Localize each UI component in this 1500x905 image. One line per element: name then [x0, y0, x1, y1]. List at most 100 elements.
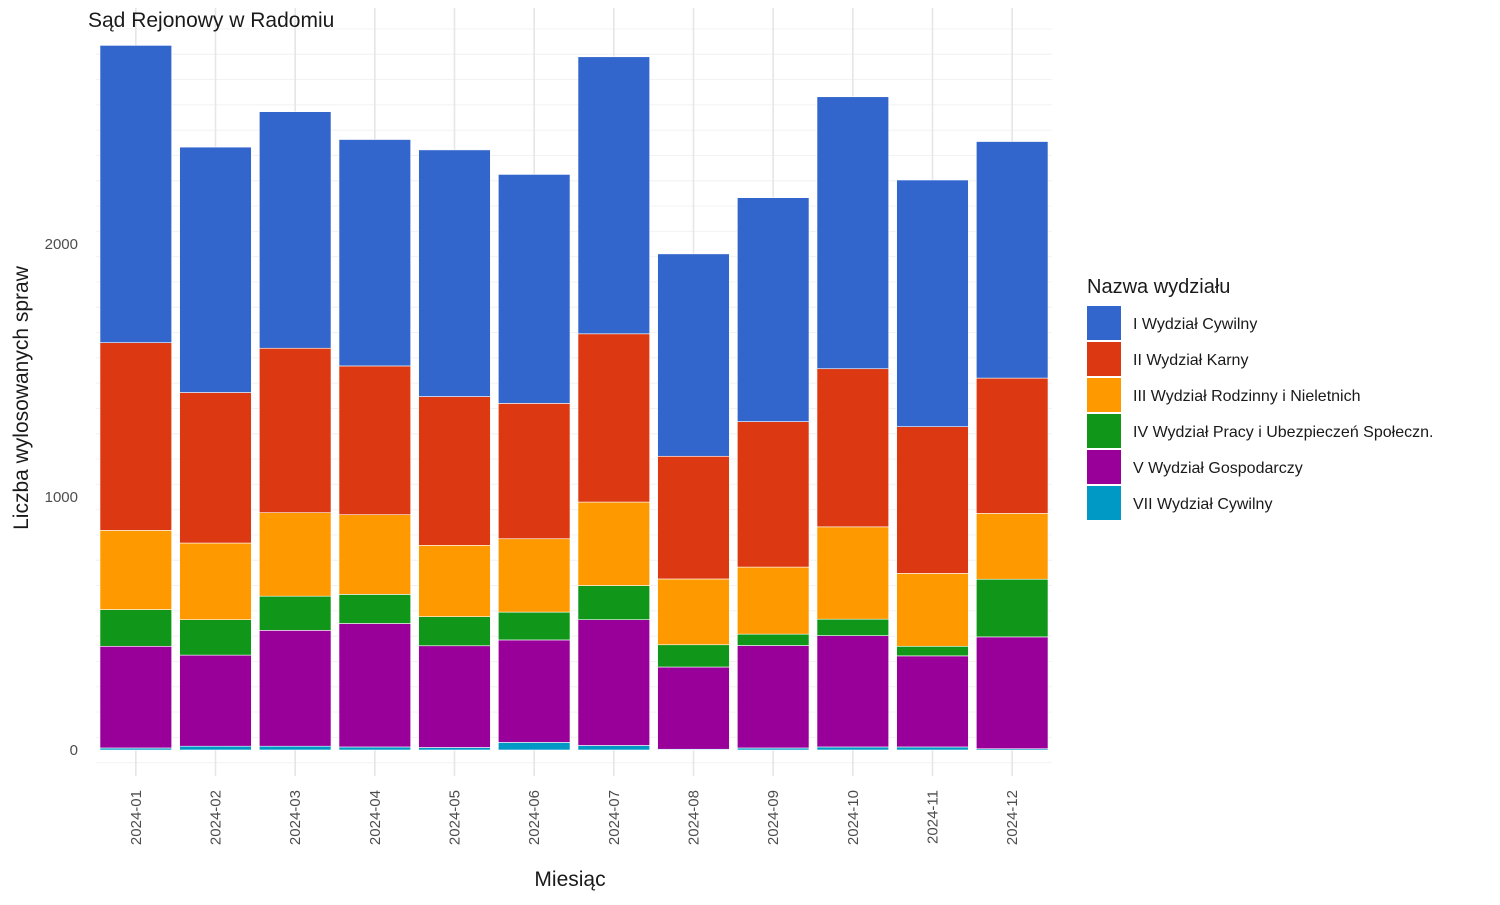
bar-segment	[179, 146, 252, 393]
bar-segment	[657, 644, 730, 668]
legend-swatch	[1087, 486, 1121, 520]
bar-segment	[976, 578, 1049, 638]
bar-segment	[737, 421, 810, 568]
bar-segment	[99, 342, 172, 531]
bar-segment	[816, 526, 889, 620]
bar-segment	[338, 623, 411, 748]
bar-segment	[99, 747, 172, 751]
bar-segment	[816, 618, 889, 636]
bar-segment	[338, 514, 411, 595]
bar-segment	[179, 654, 252, 747]
legend-swatch	[1087, 342, 1121, 376]
bar-segment	[498, 174, 571, 404]
x-tick-label: 2024-12	[1004, 790, 1021, 845]
x-tick-label: 2024-02	[208, 790, 225, 845]
x-tick-label: 2024-01	[128, 790, 145, 845]
x-tick-label: 2024-10	[845, 790, 862, 845]
y-axis-ticks: 0 1000 2000	[45, 236, 78, 759]
bar-segment	[498, 639, 571, 743]
bar-segment	[896, 655, 969, 748]
bar-segment	[896, 573, 969, 647]
bar-segment	[418, 747, 491, 751]
bar-segment	[99, 609, 172, 647]
bar-segment	[259, 595, 332, 631]
x-tick-label: 2024-03	[287, 790, 304, 845]
chart-title: Sąd Rejonowy w Radomiu	[88, 9, 334, 32]
bar-segment	[577, 333, 650, 503]
bar-segment	[418, 545, 491, 617]
x-tick-label: 2024-06	[526, 790, 543, 845]
bar-segment	[179, 619, 252, 656]
legend: Nazwa wydziału I Wydział Cywilny II Wydzi…	[1087, 276, 1433, 520]
bar-segment	[577, 56, 650, 335]
legend-title: Nazwa wydziału	[1087, 276, 1230, 298]
legend-item-label: III Wydział Rodzinny i Nieletnich	[1133, 388, 1361, 405]
legend-item-label: V Wydział Gospodarczy	[1133, 460, 1303, 477]
bar-segment	[976, 141, 1049, 379]
bar-segment	[99, 530, 172, 610]
y-axis-title: Liczba wylosowanych spraw	[10, 265, 33, 530]
bar-segment	[657, 666, 730, 750]
bar-segment	[657, 455, 730, 580]
bar-segment	[976, 513, 1049, 580]
legend-item-label: I Wydział Cywilny	[1133, 316, 1257, 333]
bar-segment	[179, 542, 252, 621]
x-tick-label: 2024-05	[447, 790, 464, 845]
bar-segment	[498, 538, 571, 613]
bar-segment	[737, 645, 810, 749]
bar-segment	[338, 594, 411, 624]
bar-segment	[816, 368, 889, 528]
x-tick-label: 2024-11	[925, 790, 942, 844]
bar-segment	[816, 635, 889, 748]
y-tick-label: 1000	[45, 489, 78, 506]
bar-segment	[99, 45, 172, 343]
bar-segment	[976, 377, 1049, 514]
bar-segment	[259, 512, 332, 597]
bar-segment	[816, 746, 889, 751]
x-axis-title: Miesiąc	[534, 868, 605, 891]
x-axis-ticks: 2024-01 2024-02 2024-03 2024-04 2024-05 2024-…	[128, 790, 1021, 845]
bars	[99, 45, 1049, 751]
x-tick-label: 2024-04	[367, 790, 384, 845]
bar-segment	[259, 745, 332, 751]
y-tick-label: 0	[70, 742, 78, 759]
bar-segment	[737, 197, 810, 422]
bar-segment	[338, 365, 411, 516]
bar-segment	[737, 633, 810, 646]
bar-segment	[179, 745, 252, 751]
legend-swatch	[1087, 414, 1121, 448]
bar-segment	[498, 611, 571, 641]
legend-item-label: IV Wydział Pracy i Ubezpieczeń Społeczn.	[1133, 424, 1433, 441]
bar-segment	[179, 392, 252, 544]
bar-segment	[737, 747, 810, 751]
bar-segment	[338, 139, 411, 367]
bar-segment	[259, 347, 332, 513]
bar-segment	[259, 630, 332, 747]
bar-segment	[498, 403, 571, 540]
legend-item-label: II Wydział Karny	[1133, 352, 1248, 369]
bar-segment	[418, 149, 491, 397]
bar-segment	[418, 616, 491, 647]
legend-swatch	[1087, 378, 1121, 412]
x-tick-label: 2024-08	[686, 790, 703, 845]
bar-segment	[418, 396, 491, 546]
bar-segment	[657, 253, 730, 457]
x-tick-label: 2024-07	[606, 790, 623, 845]
bar-segment	[896, 645, 969, 657]
bar-segment	[657, 578, 730, 646]
bar-segment	[498, 742, 571, 751]
bar-segment	[737, 566, 810, 635]
y-tick-label: 2000	[45, 236, 78, 253]
legend-swatch	[1087, 450, 1121, 484]
legend-item-label: VII Wydział Cywilny	[1133, 496, 1272, 513]
bar-segment	[896, 426, 969, 574]
bar-segment	[577, 619, 650, 746]
bar-segment	[99, 645, 172, 749]
bar-segment	[259, 111, 332, 349]
bar-segment	[577, 585, 650, 621]
bar-segment	[896, 179, 969, 427]
x-tick-label: 2024-09	[765, 790, 782, 845]
bar-segment	[418, 645, 491, 748]
